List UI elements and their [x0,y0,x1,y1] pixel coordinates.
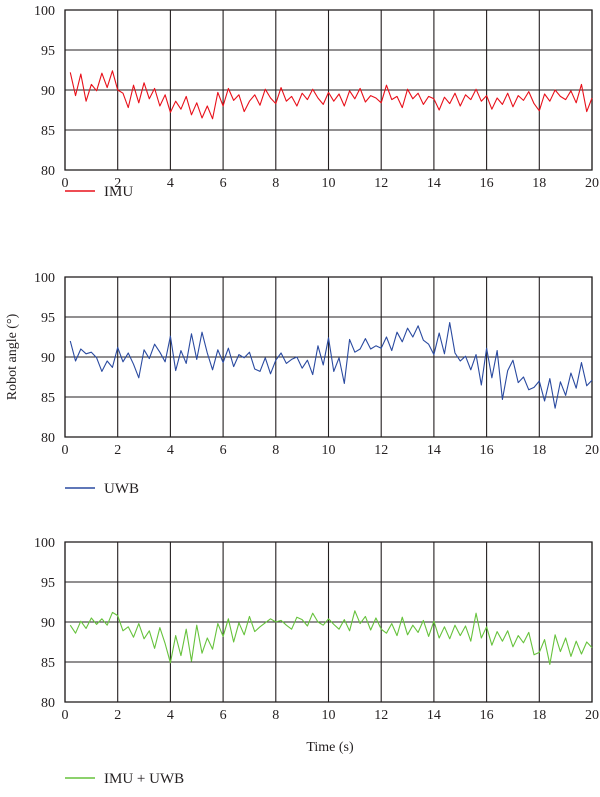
x-tick-label: 2 [114,176,121,191]
legend-1: IMU [65,184,133,200]
legend-label: IMU + UWB [104,771,184,787]
x-tick-label: 6 [220,708,227,723]
x-tick-label: 16 [480,176,494,191]
panel-2: 0 2 4 6 8 10 12 14 16 18 20 80 85 90 95 100 UWB [34,271,599,497]
y-tick-label: 100 [34,271,55,286]
y-tick-label: 85 [41,124,55,139]
y-tick-label: 85 [41,391,55,406]
x-tick-label: 10 [322,708,336,723]
x-tick-label: 20 [585,443,599,458]
y-tick-label: 95 [41,311,55,326]
x-tick-label: 14 [427,176,441,191]
y-tick-label: 90 [41,351,55,366]
x-tick-label: 18 [532,176,546,191]
plot-frame [64,9,593,171]
y-tick-label: 95 [41,576,55,591]
x-tick-label: 4 [167,443,174,458]
x-tick-label: 6 [220,176,227,191]
series-line-2 [69,322,593,409]
series-line-1 [69,70,593,120]
x-tick-label: 10 [322,443,336,458]
x-tick-label: 12 [374,708,388,723]
x-tick-label: 8 [272,708,279,723]
y-tick-label: 100 [34,536,55,551]
x-tick-label: 10 [322,176,336,191]
x-tick-label: 8 [272,176,279,191]
panel-1: 0 2 4 6 8 10 12 14 16 18 20 80 85 90 95 100 IMU [34,4,599,200]
x-tick-label: 18 [532,443,546,458]
y-tick-label: 80 [41,431,55,446]
x-tick-label: 16 [480,708,494,723]
x-tick-label: 0 [62,176,69,191]
x-axis-label: Time (s) [306,740,354,755]
x-tick-label: 2 [114,708,121,723]
y-tick-label: 90 [41,616,55,631]
x-tick-label: 12 [374,443,388,458]
legend-label: UWB [104,481,139,497]
x-tick-label: 14 [427,443,441,458]
panel-3: 0 2 4 6 8 10 12 14 16 18 20 80 85 90 95 100 IMU + UWB [34,536,599,787]
legend-2: UWB [65,481,139,497]
grid [64,276,593,438]
x-tick-label: 12 [374,176,388,191]
y-tick-label: 95 [41,44,55,59]
x-tick-label: 0 [62,443,69,458]
y-tick-label: 100 [34,4,55,19]
x-tick-label: 8 [272,443,279,458]
x-tick-label: 18 [532,708,546,723]
x-tick-label: 20 [585,176,599,191]
grid [64,541,593,703]
x-tick-label: 0 [62,708,69,723]
y-tick-label: 85 [41,656,55,671]
series-line-3 [69,610,593,665]
x-tick-label: 14 [427,708,441,723]
plot-frame [64,541,593,703]
y-tick-label: 90 [41,84,55,99]
legend-3: IMU + UWB [65,771,184,787]
x-tick-label: 4 [167,176,174,191]
x-tick-label: 20 [585,708,599,723]
grid [64,9,593,171]
x-tick-label: 6 [220,443,227,458]
plot-frame [64,276,593,438]
x-tick-label: 4 [167,708,174,723]
y-tick-label: 80 [41,164,55,179]
x-tick-label: 2 [114,443,121,458]
x-tick-label: 16 [480,443,494,458]
y-tick-label: 80 [41,696,55,711]
y-axis-label: Robot angle (°) [5,313,20,400]
legend-label: IMU [104,184,133,200]
